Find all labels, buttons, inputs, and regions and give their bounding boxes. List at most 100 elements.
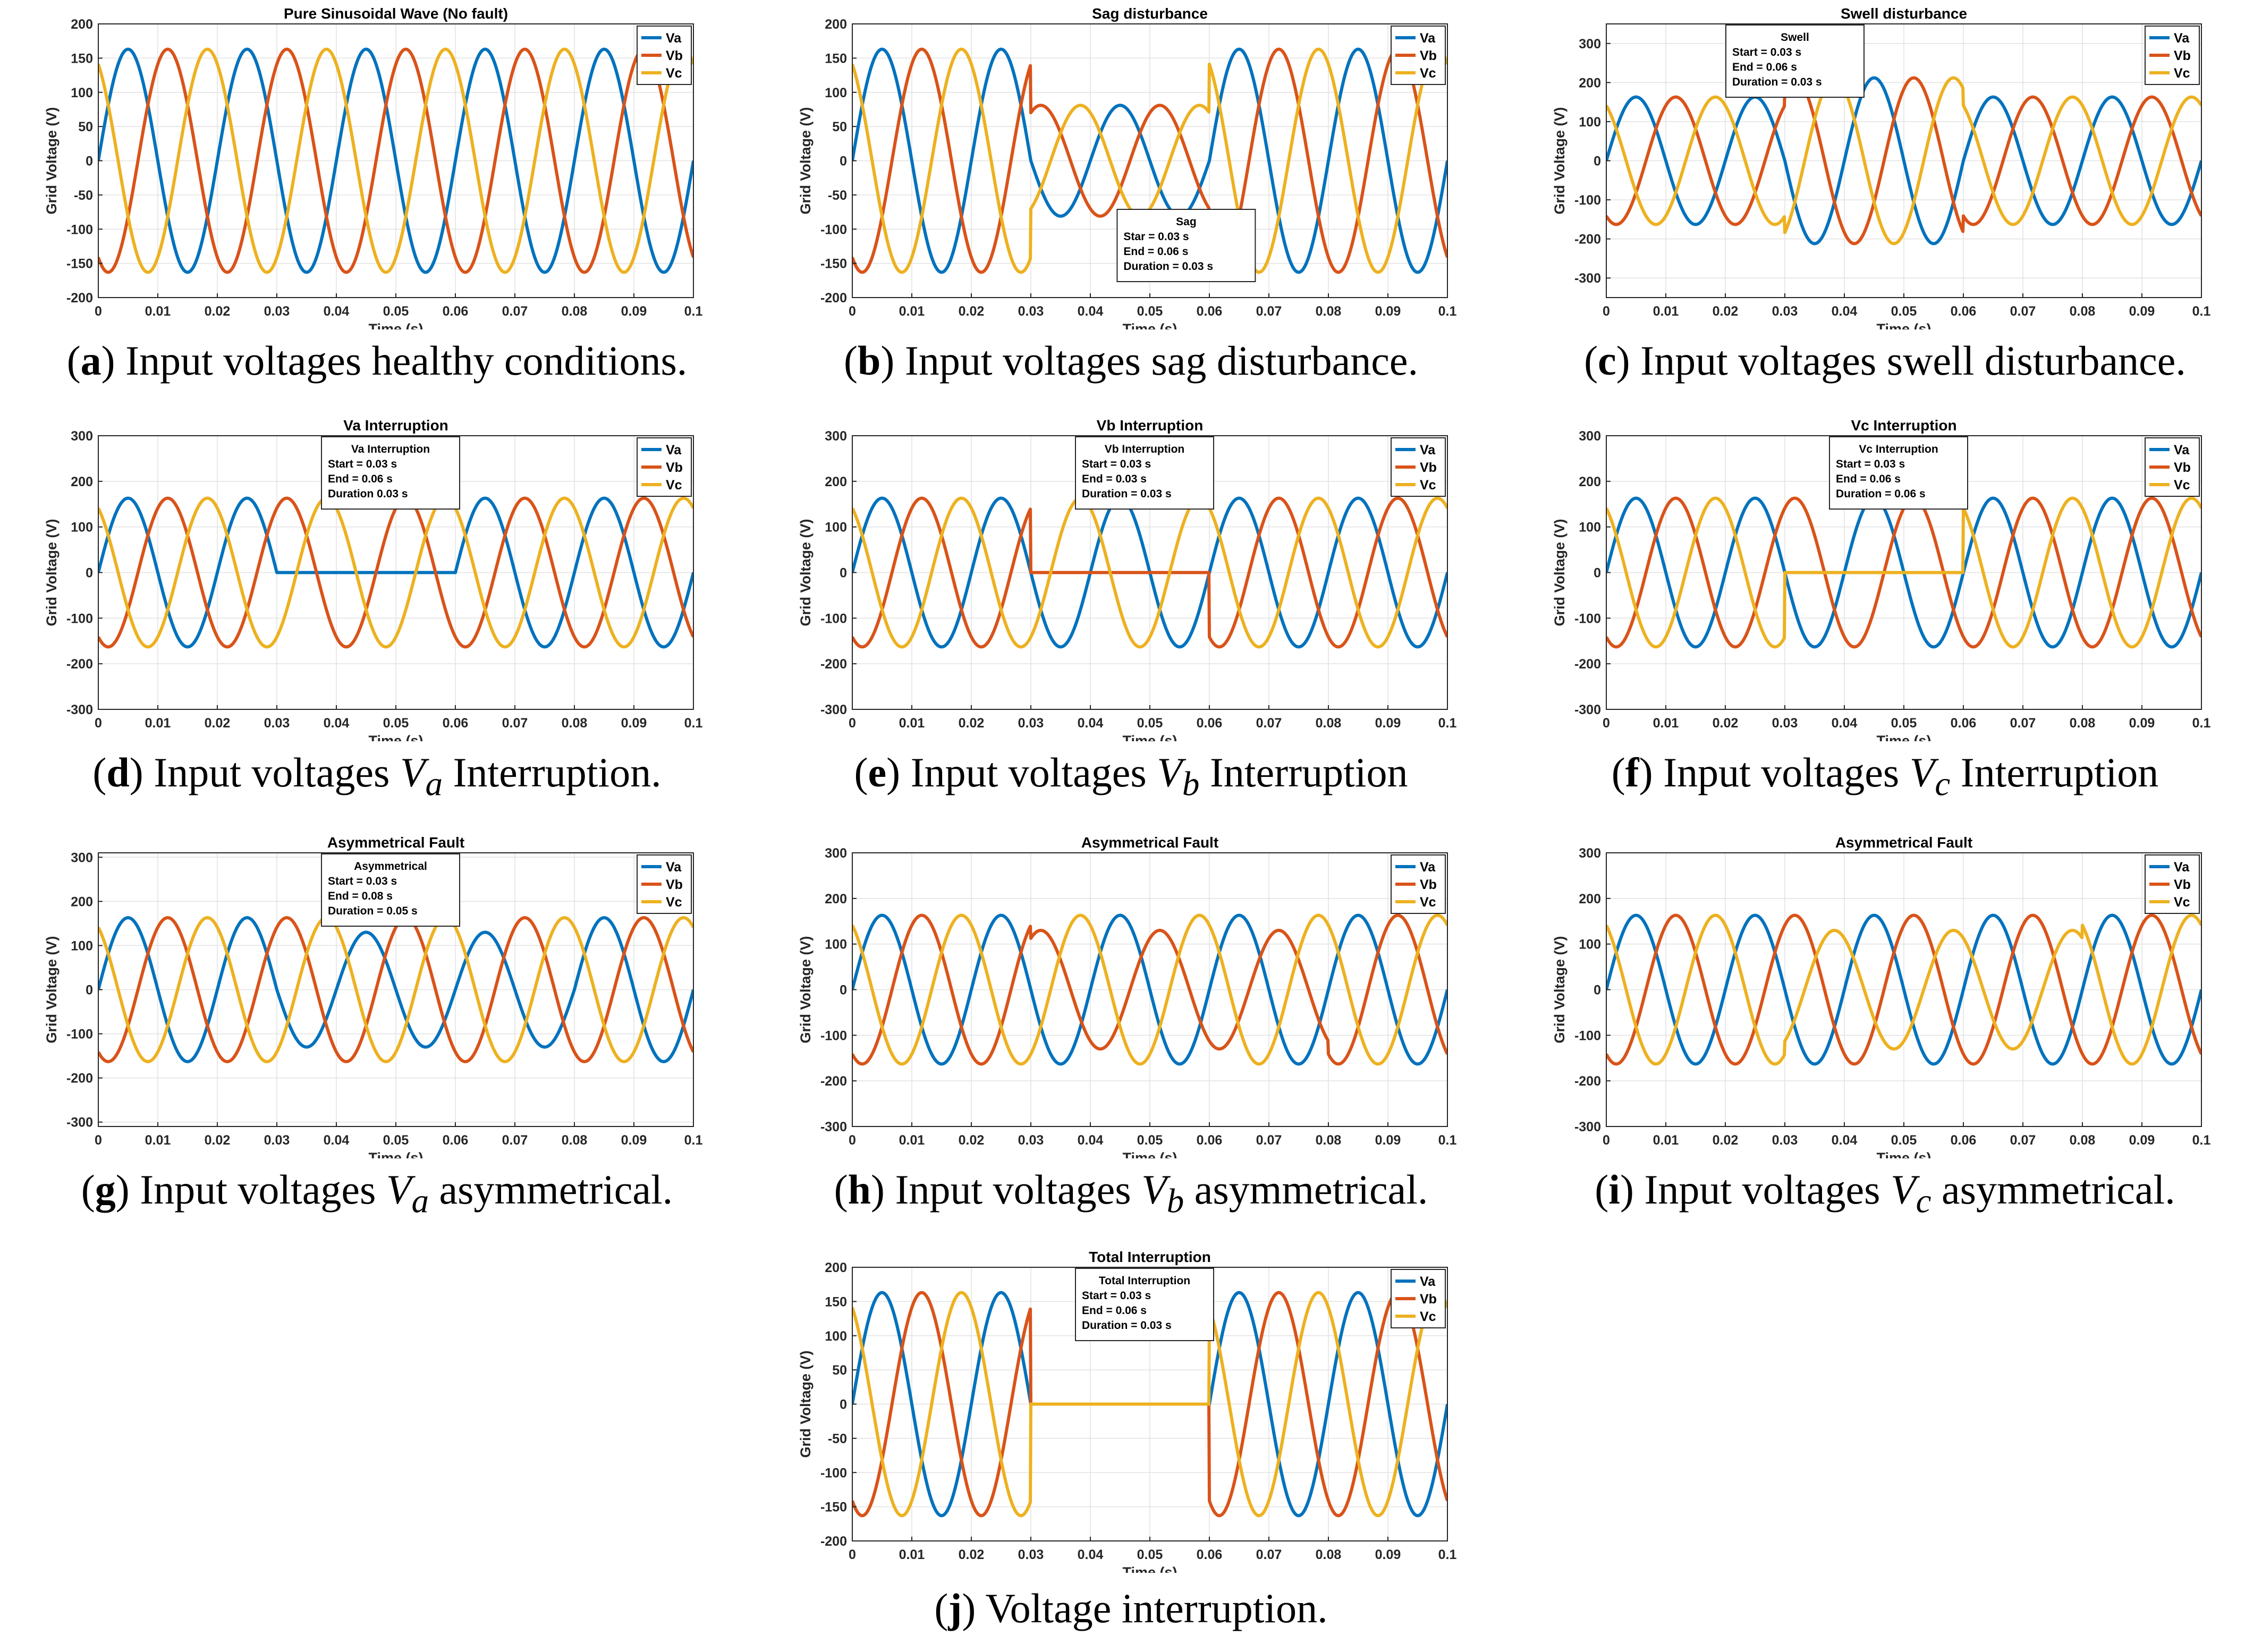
y-tick-label: 100 xyxy=(825,1329,847,1344)
annotation: Swell Start = 0.03 s End = 0.06 s Duration … xyxy=(1725,24,1865,98)
series-line-vc xyxy=(1606,76,2201,245)
y-tick-label: 0 xyxy=(86,566,93,581)
annotation-line: Va Interruption xyxy=(351,443,430,455)
x-tick-label: 0.05 xyxy=(383,304,409,319)
y-tick-label: 50 xyxy=(832,120,847,134)
caption-h: (h) Input voltages Vb asymmetrical. xyxy=(834,1166,1428,1221)
y-tick-label: -150 xyxy=(820,257,847,272)
annotation-line: Asymmetrical xyxy=(354,860,427,872)
x-tick-label: 0.04 xyxy=(324,716,350,731)
legend: Va Vb Vc xyxy=(1391,26,1446,85)
series-line-va xyxy=(852,913,1447,1066)
x-tick-label: 0.02 xyxy=(959,1133,985,1148)
x-tick-label: 0.07 xyxy=(502,716,528,731)
x-tick-label: 0 xyxy=(849,1133,856,1148)
x-tick-label: 0 xyxy=(95,304,102,319)
y-tick-label: -100 xyxy=(66,222,93,237)
x-tick-label: 0.02 xyxy=(1713,304,1739,319)
panel-b: 0 0.01 0.02 0.03 0.04 0.05 0.06 0.07 0.08 0.09 0.1… xyxy=(754,0,1508,399)
x-tick-label: 0.06 xyxy=(1951,1133,1977,1148)
y-tick-label: 150 xyxy=(825,1294,847,1309)
x-tick-label: 0 xyxy=(1603,304,1610,319)
y-tick-label: 300 xyxy=(1579,429,1601,444)
y-tick-label: -100 xyxy=(1574,193,1601,208)
y-axis-label: Grid Voltage (V) xyxy=(798,107,814,214)
x-tick-label: 0 xyxy=(95,716,102,731)
series-line-va xyxy=(1606,913,2201,1066)
annotation-line: Star = 0.03 s xyxy=(1123,231,1189,243)
annotation-box xyxy=(1829,436,1968,510)
panel-g: 0 0.01 0.02 0.03 0.04 0.05 0.06 0.07 0.08 0.09 0.1… xyxy=(0,829,754,1227)
x-axis-label: Time (s) xyxy=(1876,1150,1931,1158)
x-tick-label: 0.08 xyxy=(562,1133,588,1148)
legend-label-vb: Vb xyxy=(666,48,683,63)
x-tick-label: 0.07 xyxy=(2010,1133,2036,1148)
annotation-line: Duration = 0.03 s xyxy=(1082,1319,1172,1332)
x-tick-label: 0.09 xyxy=(1375,716,1401,731)
x-tick-label: 0.04 xyxy=(1078,1133,1104,1148)
x-tick-label: 0 xyxy=(849,716,856,731)
series-group xyxy=(852,1291,1447,1518)
y-tick-label: 300 xyxy=(825,429,847,444)
legend-label-vc: Vc xyxy=(1420,478,1436,493)
y-tick-label: 50 xyxy=(78,120,93,134)
annotation-box xyxy=(1075,436,1214,510)
x-tick-label: 0.06 xyxy=(443,304,469,319)
series-line-vb xyxy=(852,47,1447,274)
y-tick-label: 0 xyxy=(840,154,847,169)
x-tick-label: 0.02 xyxy=(959,716,985,731)
x-tick-label: 0.08 xyxy=(2070,304,2096,319)
annotation-line: Duration = 0.03 s xyxy=(1082,488,1172,500)
panel-h: 0 0.01 0.02 0.03 0.04 0.05 0.06 0.07 0.08 0.09 0.1… xyxy=(754,829,1508,1227)
y-tick-label: 300 xyxy=(1579,37,1601,52)
legend: Va Vb Vc xyxy=(2145,26,2200,85)
chart-title: Swell disturbance xyxy=(1841,5,1967,22)
caption-e: (e) Input voltages Vb Interruption xyxy=(854,749,1408,803)
legend-label-vc: Vc xyxy=(2174,66,2190,81)
y-tick-label: -100 xyxy=(1574,611,1601,626)
chart-d: 0 0.01 0.02 0.03 0.04 0.05 0.06 0.07 0.08 0.09 0.1… xyxy=(44,417,702,741)
y-tick-label: -200 xyxy=(66,657,93,672)
legend-label-vb: Vb xyxy=(2174,877,2191,892)
legend-label-vb: Vb xyxy=(1420,877,1437,892)
series-line-va xyxy=(1606,76,2201,245)
x-tick-label: 0.07 xyxy=(1256,716,1282,731)
series-line-vc xyxy=(98,496,693,649)
y-tick-label: -100 xyxy=(66,611,93,626)
x-tick-label: 0.03 xyxy=(1018,304,1044,319)
x-tick-label: 0 xyxy=(849,1547,856,1562)
chart-h: 0 0.01 0.02 0.03 0.04 0.05 0.06 0.07 0.08 0.09 0.1… xyxy=(798,834,1456,1158)
y-tick-label: 100 xyxy=(1579,937,1601,952)
chart-a: 0 0.01 0.02 0.03 0.04 0.05 0.06 0.07 0.08 0.09 0.1… xyxy=(44,5,703,329)
series-line-vc xyxy=(1606,913,2201,1066)
x-axis-label: Time (s) xyxy=(1876,321,1931,329)
annotation-line: Duration = 0.06 s xyxy=(1836,488,1926,500)
x-tick-label: 0.01 xyxy=(899,304,925,319)
annotation-line: Duration = 0.05 s xyxy=(328,905,418,917)
annotation-line: Duration = 0.03 s xyxy=(1123,260,1213,273)
y-tick-label: 300 xyxy=(71,850,93,865)
y-tick-label: -300 xyxy=(1574,271,1601,286)
y-tick-label: -200 xyxy=(820,1534,847,1549)
annotation-line: Start = 0.03 s xyxy=(1082,1290,1151,1302)
annotation: Asymmetrical Start = 0.03 s End = 0.08 s Du… xyxy=(321,853,460,927)
x-tick-label: 0.06 xyxy=(1951,716,1977,731)
annotation-box xyxy=(1116,209,1256,282)
y-tick-label: -200 xyxy=(66,291,93,306)
y-tick-label: 200 xyxy=(71,894,93,909)
panel-a: 0 0.01 0.02 0.03 0.04 0.05 0.06 0.07 0.08 0.09 0.1… xyxy=(0,0,754,399)
x-tick-label: 0.01 xyxy=(145,304,171,319)
y-tick-label: -200 xyxy=(820,291,847,306)
x-tick-label: 0.03 xyxy=(1772,304,1798,319)
x-tick-label: 0.08 xyxy=(562,304,588,319)
y-tick-label: 200 xyxy=(1579,892,1601,907)
annotation-line: Vb Interruption xyxy=(1105,443,1185,455)
x-tick-label: 0.1 xyxy=(684,304,703,319)
annotation-line: End = 0.06 s xyxy=(1732,61,1797,73)
x-tick-label: 0.02 xyxy=(1713,1133,1739,1148)
x-tick-label: 0.02 xyxy=(1713,716,1739,731)
y-tick-label: -300 xyxy=(1574,1120,1601,1134)
x-axis-label: Time (s) xyxy=(1122,1564,1177,1573)
chart-title: Asymmetrical Fault xyxy=(327,834,464,851)
legend-label-va: Va xyxy=(2174,443,2190,458)
